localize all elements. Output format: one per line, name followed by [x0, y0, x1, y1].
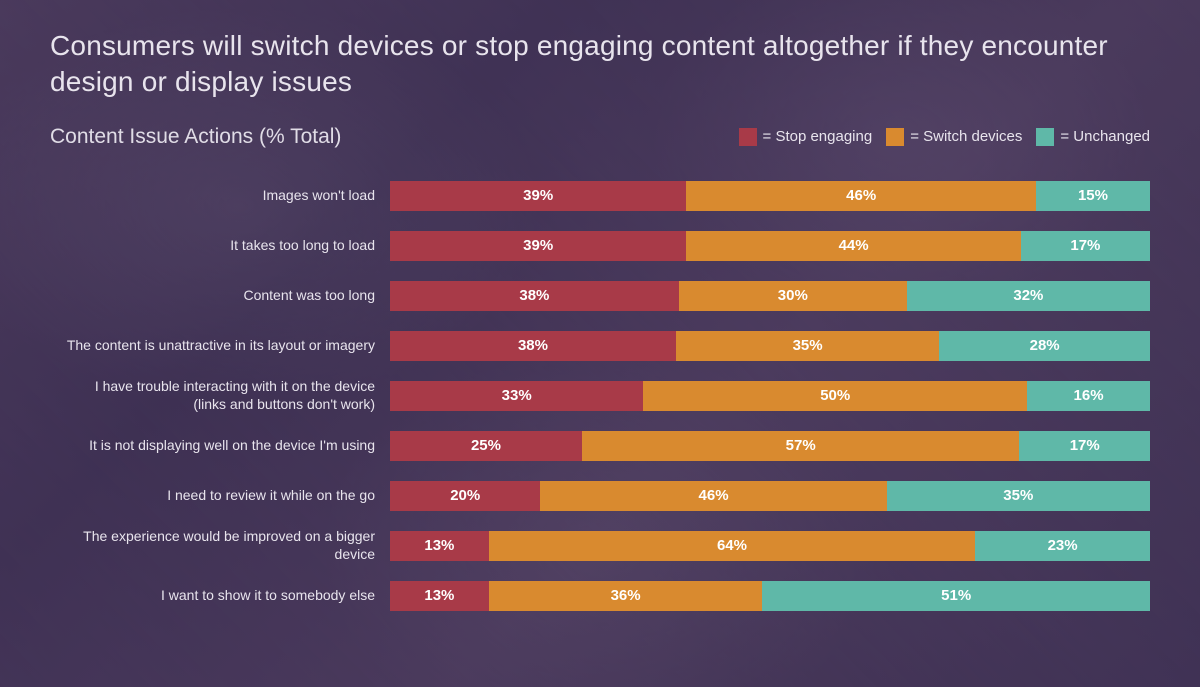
- bar-segment: 46%: [686, 181, 1036, 211]
- row-label: Images won't load: [263, 187, 375, 205]
- chart-row: The content is unattractive in its layou…: [50, 331, 1150, 361]
- bar-segment: 39%: [390, 181, 686, 211]
- bar-track: 38%35%28%: [390, 331, 1150, 361]
- bar-segment: 13%: [390, 581, 489, 611]
- chart-title: Consumers will switch devices or stop en…: [50, 28, 1150, 101]
- chart-row: I have trouble interacting with it on th…: [50, 381, 1150, 411]
- bar-segment: 20%: [390, 481, 540, 511]
- bar-segment: 38%: [390, 331, 676, 361]
- chart-subtitle: Content Issue Actions (% Total): [50, 125, 341, 149]
- chart-row: It is not displaying well on the device …: [50, 431, 1150, 461]
- row-label-wrap: It takes too long to load: [50, 237, 390, 255]
- legend-item-stop-engaging: = Stop engaging: [739, 128, 873, 146]
- bar-segment: 30%: [679, 281, 907, 311]
- legend-item-unchanged: = Unchanged: [1036, 128, 1150, 146]
- chart-row: It takes too long to load 39%44%17%: [50, 231, 1150, 261]
- row-label-wrap: I need to review it while on the go: [50, 487, 390, 505]
- row-label-wrap: I have trouble interacting with it on th…: [50, 378, 390, 414]
- legend-swatch: [1036, 128, 1054, 146]
- bar-segment: 50%: [643, 381, 1027, 411]
- row-label: I want to show it to somebody else: [161, 587, 375, 605]
- legend-label: = Stop engaging: [763, 128, 873, 145]
- bar-segment: 25%: [390, 431, 582, 461]
- bar-segment: 17%: [1019, 431, 1150, 461]
- chart-row: Images won't load 39%46%15%: [50, 181, 1150, 211]
- bar-segment: 13%: [390, 531, 489, 561]
- row-label-wrap: It is not displaying well on the device …: [50, 437, 390, 455]
- bar-track: 38%30%32%: [390, 281, 1150, 311]
- bar-track: 39%46%15%: [390, 181, 1150, 211]
- legend-swatch: [739, 128, 757, 146]
- legend-label: = Unchanged: [1060, 128, 1150, 145]
- chart-row: Content was too long 38%30%32%: [50, 281, 1150, 311]
- row-label: I need to review it while on the go: [167, 487, 375, 505]
- bar-segment: 57%: [582, 431, 1020, 461]
- chart-row: The experience would be improved on a bi…: [50, 531, 1150, 561]
- bar-track: 25%57%17%: [390, 431, 1150, 461]
- row-label-wrap: Content was too long: [50, 287, 390, 305]
- row-label: The content is unattractive in its layou…: [67, 337, 375, 355]
- bar-segment: 35%: [887, 481, 1150, 511]
- bar-segment: 64%: [489, 531, 975, 561]
- row-label-wrap: The content is unattractive in its layou…: [50, 337, 390, 355]
- subtitle-row: Content Issue Actions (% Total) = Stop e…: [50, 125, 1150, 149]
- legend-swatch: [886, 128, 904, 146]
- row-label-wrap: I want to show it to somebody else: [50, 587, 390, 605]
- row-label: I have trouble interacting with it on th…: [95, 378, 375, 413]
- bar-segment: 33%: [390, 381, 643, 411]
- content-container: Consumers will switch devices or stop en…: [0, 0, 1200, 631]
- bar-segment: 39%: [390, 231, 686, 261]
- row-label-wrap: The experience would be improved on a bi…: [50, 528, 390, 564]
- bar-segment: 35%: [676, 331, 939, 361]
- bar-track: 20%46%35%: [390, 481, 1150, 511]
- legend-label: = Switch devices: [910, 128, 1022, 145]
- bar-segment: 32%: [907, 281, 1150, 311]
- bar-track: 33%50%16%: [390, 381, 1150, 411]
- bar-segment: 36%: [489, 581, 763, 611]
- bar-segment: 51%: [762, 581, 1150, 611]
- bar-segment: 16%: [1027, 381, 1150, 411]
- bar-segment: 28%: [939, 331, 1150, 361]
- chart-legend: = Stop engaging = Switch devices = Uncha…: [739, 128, 1150, 146]
- bar-track: 39%44%17%: [390, 231, 1150, 261]
- row-label: It takes too long to load: [230, 237, 375, 255]
- bar-track: 13%36%51%: [390, 581, 1150, 611]
- bar-track: 13%64%23%: [390, 531, 1150, 561]
- legend-item-switch-devices: = Switch devices: [886, 128, 1022, 146]
- bar-segment: 23%: [975, 531, 1150, 561]
- bar-segment: 44%: [686, 231, 1020, 261]
- row-label: It is not displaying well on the device …: [89, 437, 375, 455]
- row-label: Content was too long: [243, 287, 375, 305]
- row-label-wrap: Images won't load: [50, 187, 390, 205]
- bar-segment: 46%: [540, 481, 886, 511]
- bar-segment: 38%: [390, 281, 679, 311]
- bar-segment: 17%: [1021, 231, 1150, 261]
- chart-row: I need to review it while on the go 20%46…: [50, 481, 1150, 511]
- bar-segment: 15%: [1036, 181, 1150, 211]
- row-label: The experience would be improved on a bi…: [50, 528, 375, 563]
- stacked-bar-chart: Images won't load39%46%15%It takes too l…: [50, 181, 1150, 611]
- chart-row: I want to show it to somebody else 13%36%…: [50, 581, 1150, 611]
